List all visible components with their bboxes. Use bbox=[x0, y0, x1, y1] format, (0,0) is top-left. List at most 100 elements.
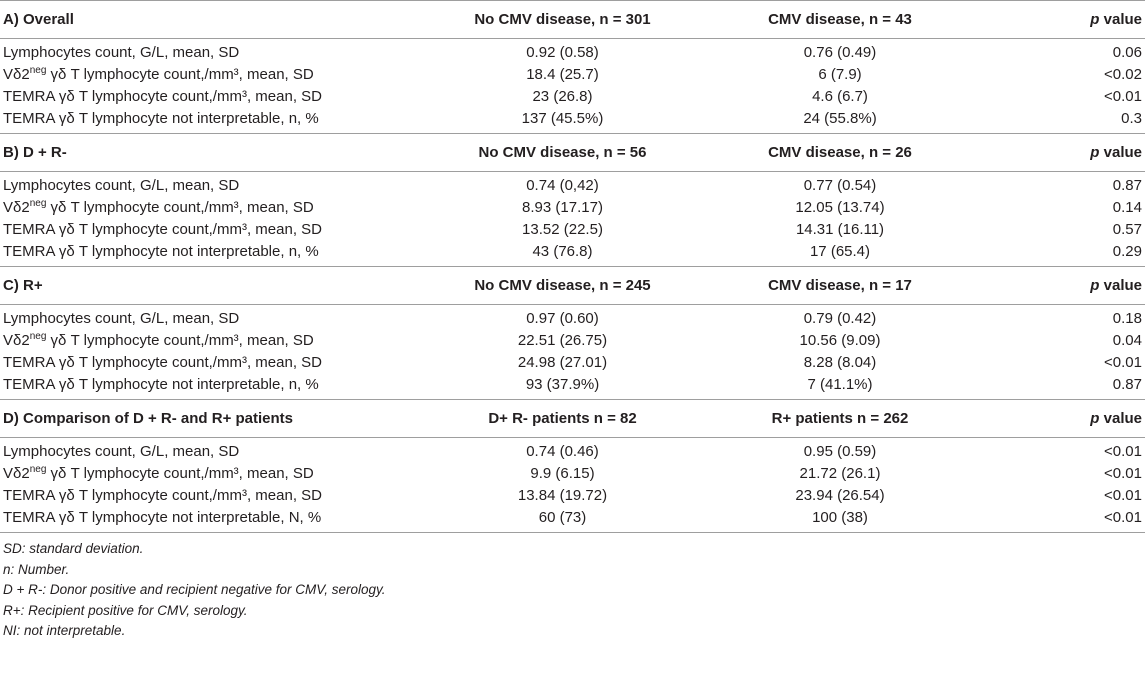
value-group-1: 9.9 (6.15) bbox=[530, 465, 595, 482]
value-group-2: 17 (65.4) bbox=[809, 243, 871, 260]
footnote: NI: not interpretable. bbox=[3, 623, 126, 639]
value-group-2: 0.76 (0.49) bbox=[803, 44, 877, 61]
row-label-superscript: neg bbox=[29, 65, 47, 76]
value-group-1: 43 (76.8) bbox=[532, 243, 593, 260]
p-value: <0.01 bbox=[1104, 509, 1142, 526]
p-value: 0.18 bbox=[1112, 310, 1142, 327]
row-label-text: Lymphocytes count, G/L, mean, SD bbox=[3, 310, 240, 327]
table-row: TEMRA γδ T lymphocyte count,/mm³, mean, … bbox=[0, 219, 1145, 241]
value-group-1: 24.98 (27.01) bbox=[517, 354, 608, 371]
column-header-group-2: CMV disease, n = 26 bbox=[768, 144, 912, 161]
row-label-text: TEMRA γδ T lymphocyte count,/mm³, mean, … bbox=[3, 354, 322, 371]
row-label: TEMRA γδ T lymphocyte not interpretable,… bbox=[0, 108, 440, 134]
p-value-label: value bbox=[1099, 410, 1142, 427]
value-group-1: 8.93 (17.17) bbox=[522, 199, 603, 216]
value-group-1: 0.97 (0.60) bbox=[526, 310, 599, 327]
p-value: <0.01 bbox=[1104, 88, 1142, 105]
p-value: 0.57 bbox=[1112, 221, 1142, 238]
p-value-label: value bbox=[1099, 11, 1142, 28]
row-label: TEMRA γδ T lymphocyte not interpretable,… bbox=[0, 374, 440, 400]
table-row: Lymphocytes count, G/L, mean, SD 0.97 (0.… bbox=[0, 305, 1145, 331]
column-header-group-1: No CMV disease, n = 56 bbox=[478, 144, 647, 161]
value-group-2: 4.6 (6.7) bbox=[812, 88, 868, 105]
value-group-1: 0.92 (0.58) bbox=[526, 44, 599, 61]
row-label-text-cont: γδ T lymphocyte count,/mm³, mean, SD bbox=[46, 66, 314, 83]
value-group-2: 0.77 (0.54) bbox=[803, 177, 877, 194]
table-row: Vδ2neg γδ T lymphocyte count,/mm³, mean,… bbox=[0, 463, 1145, 485]
row-label-text: TEMRA γδ T lymphocyte not interpretable,… bbox=[3, 110, 319, 127]
table-row: Vδ2neg γδ T lymphocyte count,/mm³, mean,… bbox=[0, 197, 1145, 219]
row-label-superscript: neg bbox=[29, 331, 47, 342]
row-label-superscript: neg bbox=[29, 198, 47, 209]
value-group-1: 0.74 (0.46) bbox=[526, 443, 599, 460]
value-group-2: 14.31 (16.11) bbox=[795, 221, 885, 238]
table-row: TEMRA γδ T lymphocyte not interpretable,… bbox=[0, 507, 1145, 533]
section-title: C) R+ bbox=[3, 277, 43, 294]
value-group-1: 22.51 (26.75) bbox=[517, 332, 608, 349]
row-label: Vδ2neg γδ T lymphocyte count,/mm³, mean,… bbox=[0, 330, 440, 352]
row-label: TEMRA γδ T lymphocyte count,/mm³, mean, … bbox=[0, 352, 440, 374]
column-header-p-value: p value bbox=[995, 134, 1145, 172]
value-group-2: 7 (41.1%) bbox=[807, 376, 873, 393]
section-header-row: B) D + R- No CMV disease, n = 56 CMV disea… bbox=[0, 133, 1145, 172]
value-group-1: 18.4 (25.7) bbox=[526, 66, 599, 83]
p-value: <0.01 bbox=[1104, 354, 1142, 371]
row-label: Vδ2neg γδ T lymphocyte count,/mm³, mean,… bbox=[0, 463, 440, 485]
row-label: Lymphocytes count, G/L, mean, SD bbox=[0, 172, 440, 198]
row-label-text: TEMRA γδ T lymphocyte count,/mm³, mean, … bbox=[3, 221, 322, 238]
row-label: TEMRA γδ T lymphocyte count,/mm³, mean, … bbox=[0, 485, 440, 507]
p-value: <0.01 bbox=[1104, 487, 1142, 504]
row-label: TEMRA γδ T lymphocyte not interpretable,… bbox=[0, 241, 440, 267]
column-header-group-2: CMV disease, n = 17 bbox=[768, 277, 912, 294]
section-header-row: D) Comparison of D + R- and R+ patients D… bbox=[0, 399, 1145, 438]
row-label-text: TEMRA γδ T lymphocyte count,/mm³, mean, … bbox=[3, 487, 322, 504]
table-row: Lymphocytes count, G/L, mean, SD 0.92 (0.… bbox=[0, 39, 1145, 65]
column-header-p-value: p value bbox=[995, 1, 1145, 39]
p-value: 0.29 bbox=[1112, 243, 1142, 260]
row-label-text: Vδ2 bbox=[3, 332, 30, 349]
table-row: Lymphocytes count, G/L, mean, SD 0.74 (0.… bbox=[0, 438, 1145, 464]
table-row: Vδ2neg γδ T lymphocyte count,/mm³, mean,… bbox=[0, 330, 1145, 352]
row-label: Vδ2neg γδ T lymphocyte count,/mm³, mean,… bbox=[0, 197, 440, 219]
value-group-1: 0.74 (0,42) bbox=[526, 177, 599, 194]
column-header-group-1: No CMV disease, n = 245 bbox=[474, 277, 651, 294]
value-group-1: 13.84 (19.72) bbox=[517, 487, 608, 504]
section-header-row: A) Overall No CMV disease, n = 301 CMV dis… bbox=[0, 0, 1145, 39]
row-label-text: Vδ2 bbox=[3, 465, 30, 482]
p-value: 0.87 bbox=[1112, 376, 1142, 393]
row-label: TEMRA γδ T lymphocyte count,/mm³, mean, … bbox=[0, 219, 440, 241]
table-row: TEMRA γδ T lymphocyte not interpretable,… bbox=[0, 374, 1145, 400]
p-value-italic-p: p bbox=[1090, 11, 1100, 28]
row-label: Lymphocytes count, G/L, mean, SD bbox=[0, 438, 440, 464]
p-value: 0.3 bbox=[1121, 110, 1142, 127]
table-row: TEMRA γδ T lymphocyte not interpretable,… bbox=[0, 241, 1145, 267]
footnote: D + R-: Donor positive and recipient neg… bbox=[3, 582, 386, 598]
value-group-2: 0.79 (0.42) bbox=[803, 310, 877, 327]
p-value-label: value bbox=[1099, 144, 1142, 161]
row-label: Lymphocytes count, G/L, mean, SD bbox=[0, 39, 440, 65]
section-title: A) Overall bbox=[3, 11, 74, 28]
row-label-text: Lymphocytes count, G/L, mean, SD bbox=[3, 443, 240, 460]
p-value-italic-p: p bbox=[1090, 144, 1100, 161]
row-label-text: TEMRA γδ T lymphocyte not interpretable,… bbox=[3, 509, 322, 526]
row-label-text: Vδ2 bbox=[3, 66, 30, 83]
p-value-italic-p: p bbox=[1090, 410, 1100, 427]
footnote: n: Number. bbox=[3, 561, 70, 577]
p-value: 0.04 bbox=[1112, 332, 1142, 349]
row-label-superscript: neg bbox=[29, 464, 47, 475]
row-label: TEMRA γδ T lymphocyte count,/mm³, mean, … bbox=[0, 86, 440, 108]
value-group-2: 12.05 (13.74) bbox=[795, 199, 885, 216]
p-value: 0.06 bbox=[1112, 44, 1142, 61]
value-group-1: 23 (26.8) bbox=[532, 88, 593, 105]
row-label-text-cont: γδ T lymphocyte count,/mm³, mean, SD bbox=[46, 465, 314, 482]
column-header-group-1: No CMV disease, n = 301 bbox=[474, 11, 651, 28]
row-label-text-cont: γδ T lymphocyte count,/mm³, mean, SD bbox=[46, 199, 314, 216]
p-value: <0.01 bbox=[1104, 443, 1142, 460]
value-group-1: 137 (45.5%) bbox=[521, 110, 604, 127]
p-value: 0.14 bbox=[1112, 199, 1142, 216]
value-group-1: 60 (73) bbox=[538, 509, 587, 526]
value-group-2: 0.95 (0.59) bbox=[803, 443, 877, 460]
value-group-2: 23.94 (26.54) bbox=[795, 487, 885, 504]
value-group-2: 10.56 (9.09) bbox=[799, 332, 881, 349]
value-group-2: 24 (55.8%) bbox=[803, 110, 877, 127]
